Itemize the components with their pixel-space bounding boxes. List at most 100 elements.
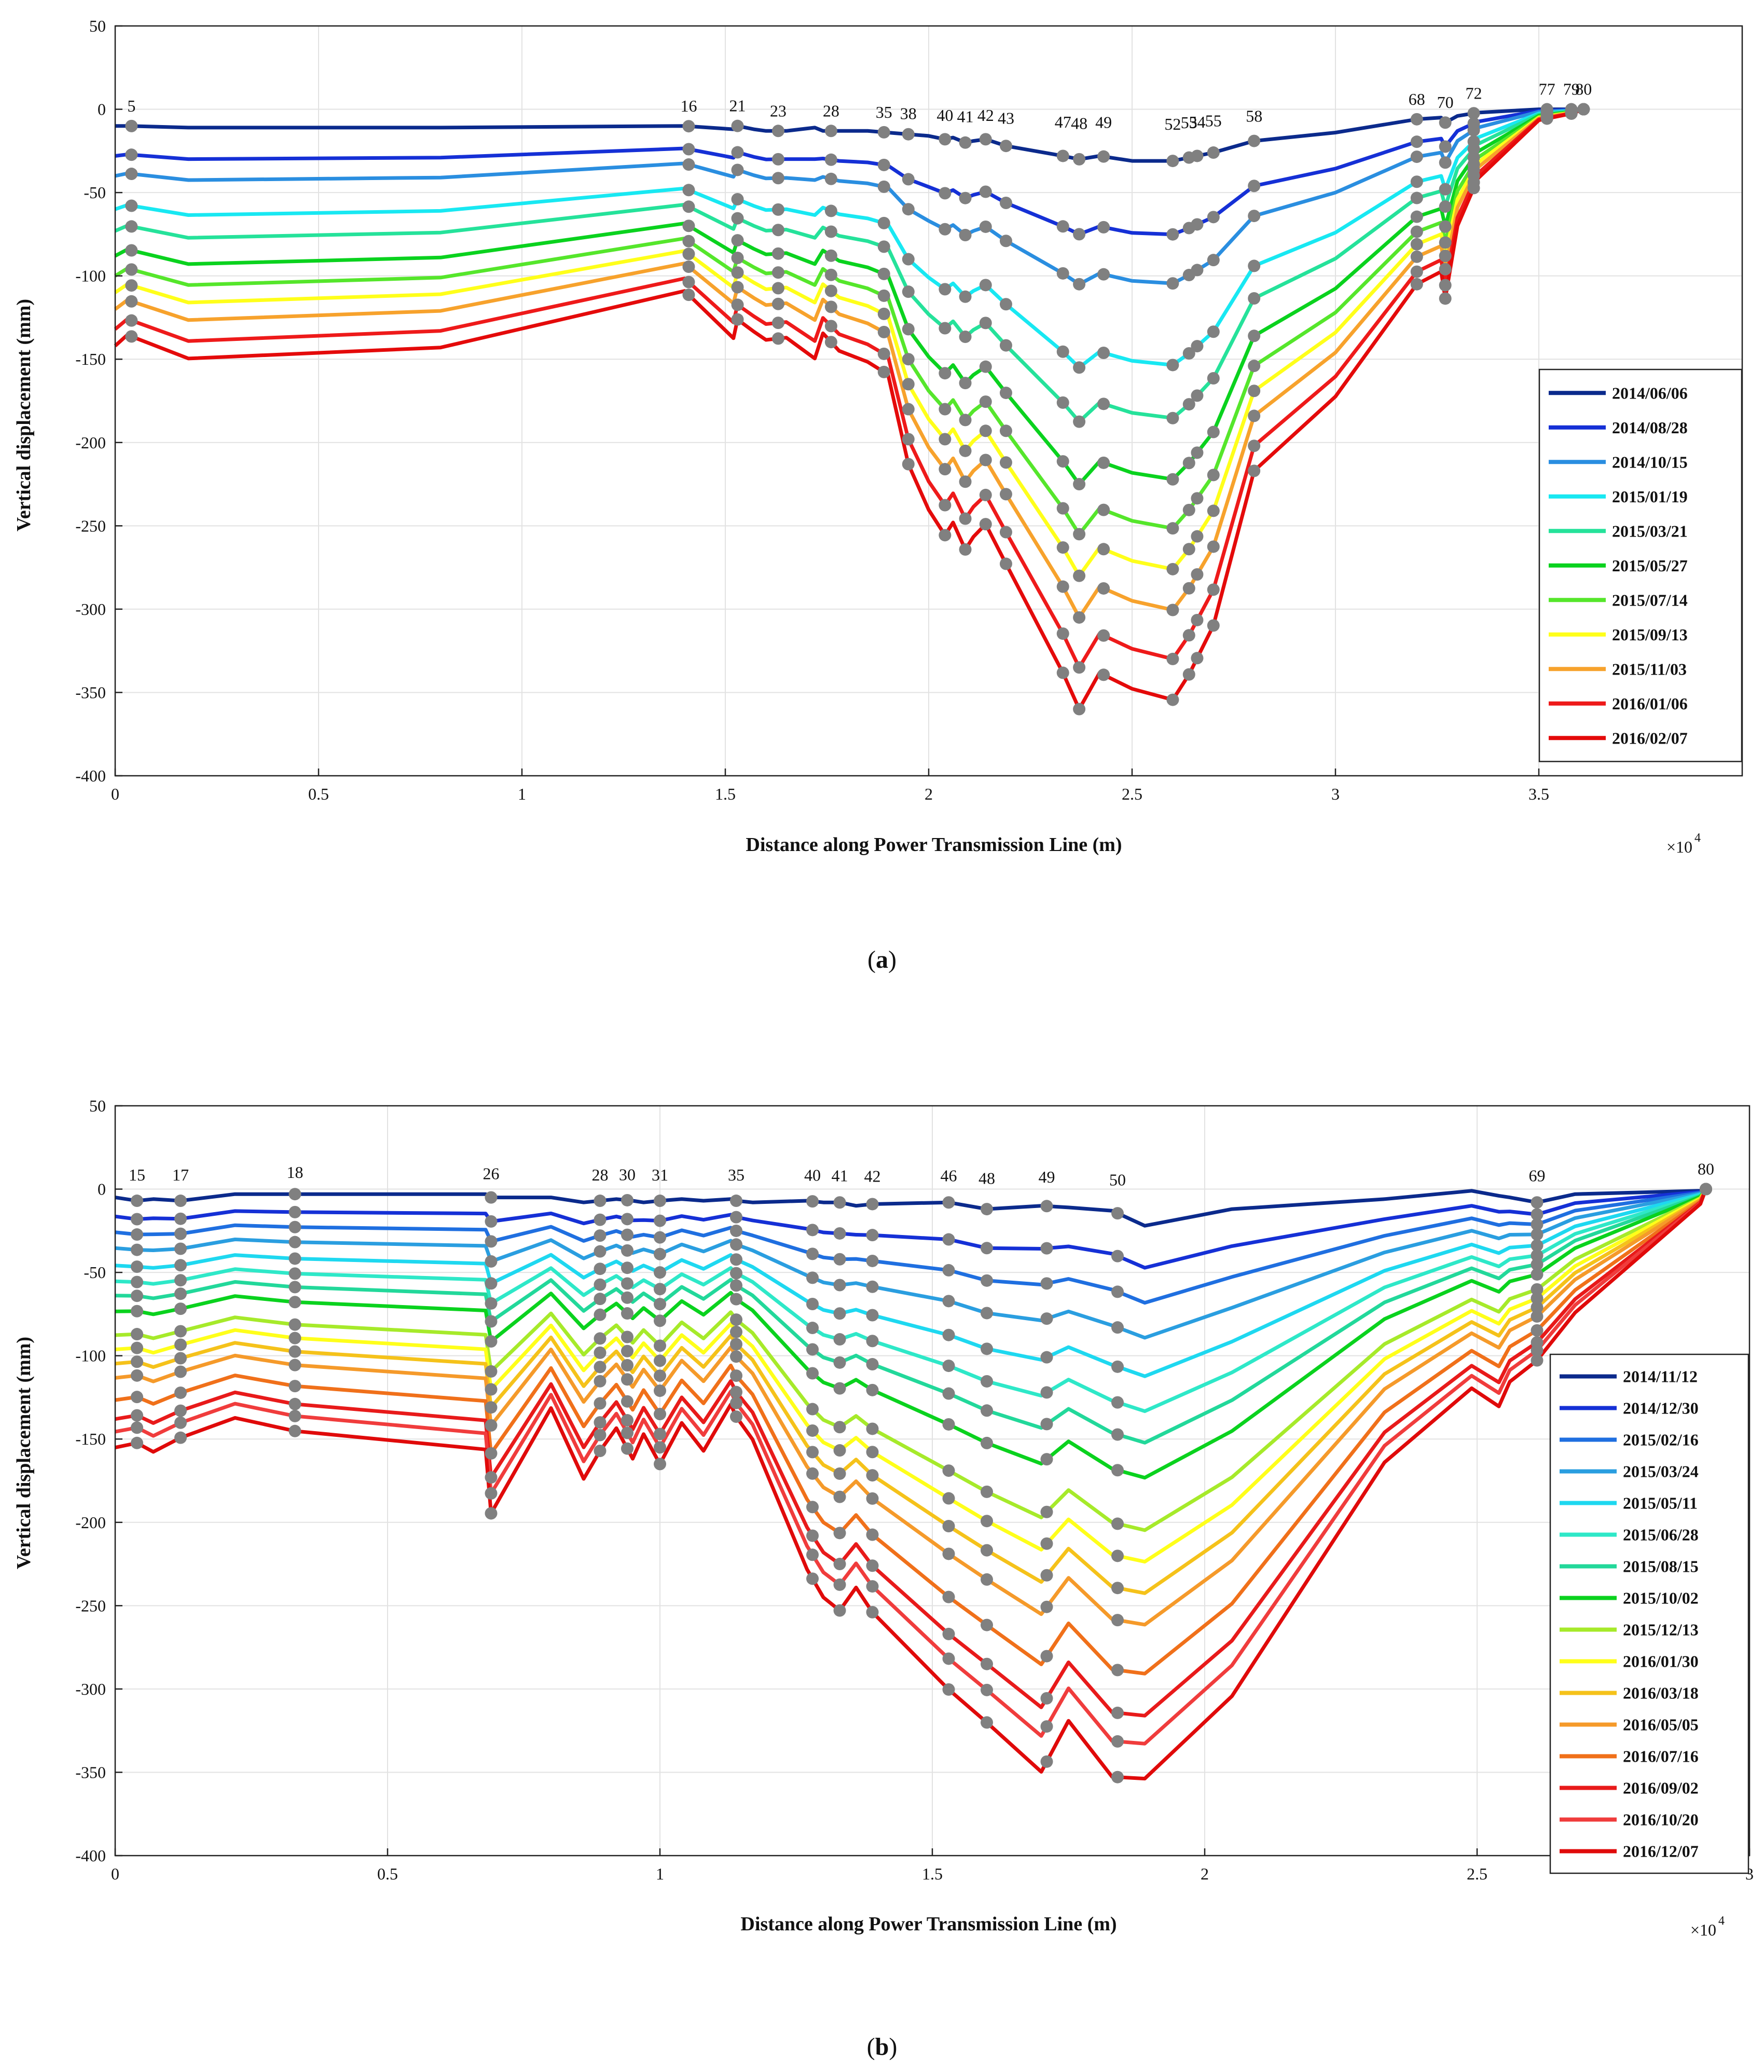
- pole-marker: [485, 1255, 498, 1268]
- pole-marker: [485, 1215, 498, 1228]
- legend-label: 2016/12/07: [1623, 1842, 1699, 1861]
- pole-marker: [1248, 292, 1261, 305]
- pole-marker: [131, 1328, 143, 1341]
- pole-marker: [1191, 264, 1204, 277]
- pole-label: 28: [823, 101, 839, 120]
- pole-marker: [1097, 150, 1110, 163]
- pole-marker: [731, 234, 744, 247]
- x-tick-label: 0.5: [308, 785, 329, 803]
- pole-marker: [621, 1228, 633, 1241]
- pole-marker: [1410, 278, 1423, 291]
- pole-marker: [1248, 385, 1261, 397]
- pole-marker: [771, 125, 784, 138]
- pole-marker: [1073, 661, 1086, 674]
- pole-marker: [131, 1369, 143, 1382]
- pole-marker: [731, 163, 744, 176]
- pole-marker: [174, 1274, 187, 1287]
- pole-marker: [1410, 135, 1423, 148]
- pole-marker: [1040, 1351, 1053, 1364]
- pole-marker: [979, 360, 992, 373]
- pole-marker: [824, 172, 837, 185]
- pole-marker: [730, 1369, 742, 1382]
- pole-markers: [125, 103, 1590, 716]
- pole-marker: [1073, 703, 1086, 716]
- pole-marker: [594, 1195, 607, 1207]
- pole-marker: [1111, 1321, 1124, 1334]
- pole-marker: [654, 1231, 666, 1244]
- pole-marker: [485, 1401, 498, 1414]
- pole-marker: [866, 1492, 879, 1505]
- pole-marker: [485, 1419, 498, 1432]
- pole-marker: [1040, 1505, 1053, 1518]
- pole-marker: [1439, 236, 1452, 249]
- pole-marker: [959, 136, 972, 149]
- pole-marker: [833, 1467, 846, 1480]
- pole-marker: [1248, 464, 1261, 477]
- pole-marker: [174, 1212, 187, 1225]
- pole-label: 48: [1071, 114, 1087, 133]
- pole-marker: [730, 1293, 742, 1306]
- x-tick-label: 0: [111, 1864, 119, 1883]
- pole-marker: [1531, 1268, 1544, 1281]
- pole-label: 41: [832, 1166, 848, 1185]
- pole-marker: [1191, 446, 1204, 459]
- chart-panel-b: 15 17 18 26 28 30 31 35 40 41 42 46 48 49 50 69 80 0 0.5 1…: [13, 1096, 1754, 2061]
- pole-marker: [999, 339, 1012, 352]
- pole-marker: [824, 284, 837, 297]
- pole-marker: [979, 317, 992, 330]
- pole-marker: [806, 1467, 819, 1480]
- pole-marker: [1040, 1650, 1053, 1663]
- pole-marker: [131, 1228, 143, 1241]
- pole-marker: [1531, 1239, 1544, 1252]
- pole-marker: [731, 212, 744, 225]
- pole-marker: [833, 1578, 846, 1591]
- x-multiplier: ×10: [1666, 838, 1692, 856]
- pole-marker: [959, 512, 972, 525]
- pole-marker: [174, 1431, 187, 1444]
- pole-marker: [833, 1604, 846, 1617]
- pole-marker: [824, 204, 837, 217]
- pole-marker: [942, 1328, 955, 1341]
- pole-marker: [1166, 652, 1179, 665]
- pole-marker: [806, 1403, 819, 1416]
- pole-marker: [730, 1195, 742, 1207]
- pole-marker: [771, 332, 784, 345]
- pole-marker: [877, 158, 890, 171]
- pole-marker: [771, 317, 784, 330]
- pole-marker: [942, 1360, 955, 1373]
- pole-marker: [1248, 360, 1261, 373]
- pole-marker: [1097, 456, 1110, 469]
- pole-marker: [485, 1297, 498, 1310]
- pole-marker: [125, 244, 138, 257]
- pole-marker: [594, 1429, 607, 1442]
- pole-marker: [1410, 225, 1423, 238]
- pole-marker: [1191, 613, 1204, 626]
- pole-marker: [824, 249, 837, 262]
- pole-marker: [1040, 1453, 1053, 1466]
- pole-marker: [833, 1196, 846, 1209]
- pole-label: 5: [127, 97, 135, 115]
- pole-marker: [877, 126, 890, 139]
- pole-marker: [877, 307, 890, 320]
- pole-marker: [1467, 107, 1480, 120]
- pole-marker: [1410, 250, 1423, 263]
- pole-marker: [979, 454, 992, 466]
- pole-marker: [1040, 1537, 1053, 1550]
- legend-label: 2014/10/15: [1612, 452, 1688, 471]
- pole-marker: [594, 1263, 607, 1275]
- pole-marker: [939, 223, 952, 236]
- pole-marker: [981, 1573, 993, 1586]
- legend-label: 2015/12/13: [1623, 1621, 1699, 1639]
- pole-marker: [866, 1580, 879, 1593]
- pole-marker: [1097, 221, 1110, 234]
- pole-marker: [174, 1416, 187, 1429]
- pole-marker: [981, 1716, 993, 1729]
- pole-marker: [731, 281, 744, 294]
- pole-label: 54: [1189, 113, 1205, 131]
- pole-marker: [288, 1267, 301, 1280]
- pole-label: 40: [936, 106, 953, 125]
- pole-marker: [1097, 543, 1110, 556]
- series-line-2015/09/13: [114, 107, 1584, 578]
- pole-marker: [824, 153, 837, 166]
- pole-marker: [877, 240, 890, 253]
